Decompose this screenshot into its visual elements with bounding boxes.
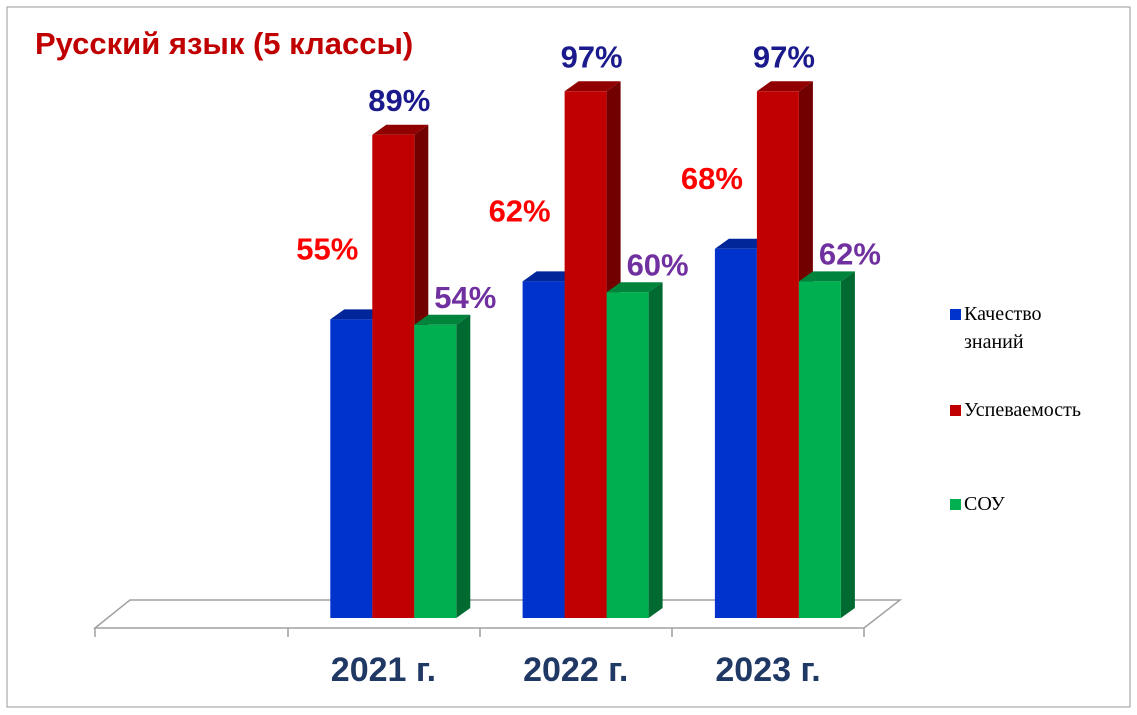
data-label: 55% xyxy=(296,232,358,267)
x-tick-label: 2022 г. xyxy=(523,651,628,689)
bar-front xyxy=(564,91,607,619)
bar-top xyxy=(798,271,855,282)
data-label: 97% xyxy=(753,39,815,74)
bar-top xyxy=(372,124,429,135)
bar-top xyxy=(564,81,621,92)
legend-label: Качество знаний xyxy=(964,303,1042,353)
bar-front xyxy=(330,319,373,618)
bar-front xyxy=(798,281,841,618)
x-tick-label: 2021 г. xyxy=(331,651,436,689)
category-ticks xyxy=(94,628,865,637)
bar xyxy=(756,81,813,619)
chart-title: Русский язык (5 классы) xyxy=(35,26,413,61)
data-label: 89% xyxy=(368,83,430,118)
legend-swatch xyxy=(950,405,961,416)
legend-label: Успеваемость xyxy=(964,399,1082,421)
bar xyxy=(606,282,663,618)
data-label: 62% xyxy=(819,237,881,272)
bar-top xyxy=(756,81,813,92)
bar xyxy=(798,271,855,618)
bar-front xyxy=(756,91,799,619)
x-tick-label: 2023 г. xyxy=(715,651,820,689)
bar-side xyxy=(840,271,855,618)
frame xyxy=(6,6,1131,708)
bar xyxy=(414,314,471,618)
data-label: 54% xyxy=(434,280,496,315)
bar-front xyxy=(522,281,565,618)
data-label: 68% xyxy=(681,161,743,196)
bar-front xyxy=(414,324,457,618)
bar-top xyxy=(414,314,471,325)
bar-front xyxy=(372,134,415,619)
legend-entry: Качество знаний xyxy=(950,300,1120,356)
bar-front xyxy=(714,248,757,618)
legend-entry: Успеваемость xyxy=(950,396,1120,424)
data-label: 97% xyxy=(561,39,623,74)
legend-label: СОУ xyxy=(964,493,1005,515)
bar-front xyxy=(606,292,649,618)
data-label: 60% xyxy=(627,247,689,282)
bar-top xyxy=(606,282,663,293)
data-label: 62% xyxy=(489,194,551,229)
legend-swatch xyxy=(950,499,961,510)
bar-side xyxy=(456,314,471,618)
bar-side xyxy=(648,282,663,618)
legend-entry: СОУ xyxy=(950,490,1120,518)
floor xyxy=(92,599,903,629)
legend-swatch xyxy=(950,309,961,320)
